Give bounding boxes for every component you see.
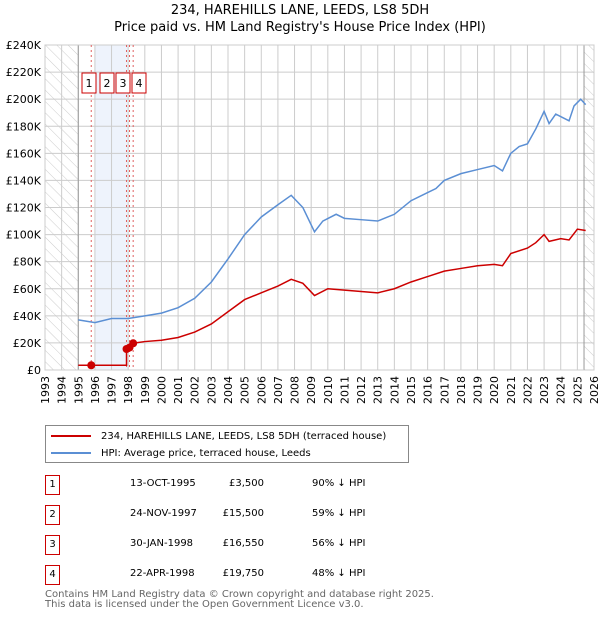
legend-label: HPI: Average price, terraced house, Leed… — [101, 447, 311, 459]
x-tick-label: 2010 — [322, 376, 335, 404]
legend-swatch-blue — [51, 452, 91, 454]
plot-frame — [44, 44, 595, 371]
sale-date: 13-OCT-1995 — [130, 478, 196, 489]
x-tick-label: 2005 — [239, 376, 252, 404]
x-tick-label: 2020 — [488, 376, 501, 404]
sale-point — [129, 339, 138, 348]
x-tick-label: 2000 — [155, 376, 168, 404]
sale-hpi-diff: 90% ↓ HPI — [312, 478, 366, 489]
sale-price: £3,500 — [229, 478, 264, 489]
x-tick-label: 2008 — [289, 376, 302, 404]
x-tick-label: 2016 — [422, 376, 435, 404]
sale-row: 2 24-NOV-1997 £15,500 59% ↓ HPI — [45, 505, 445, 525]
sale-label: 4 — [136, 77, 143, 90]
x-tick-label: 1997 — [106, 376, 119, 404]
sale-number-badge: 1 — [45, 475, 60, 495]
x-tick-label: 2021 — [505, 376, 518, 404]
chart-subtitle: Price paid vs. HM Land Registry's House … — [114, 20, 486, 35]
footer-line: This data is licensed under the Open Gov… — [45, 599, 364, 610]
price-chart: 1 2 3 4 1993 1994 1995 1996 1997 1998 1999 2000 2001… — [6, 39, 600, 404]
footer: Contains HM Land Registry data © Crown c… — [45, 590, 434, 610]
x-tick-label: 2009 — [305, 376, 318, 404]
x-tick-label: 2007 — [272, 376, 285, 404]
y-tick-label: £20K — [13, 337, 42, 350]
legend-item-property: 234, HAREHILLS LANE, LEEDS, LS8 5DH (ter… — [51, 428, 386, 444]
y-tick-label: £60K — [13, 283, 42, 296]
sale-hpi-diff: 56% ↓ HPI — [312, 538, 366, 549]
y-tick-label: £0 — [27, 364, 41, 377]
sale-number-badge: 2 — [45, 505, 60, 525]
legend-label: 234, HAREHILLS LANE, LEEDS, LS8 5DH (ter… — [101, 430, 387, 442]
sale-point — [87, 361, 96, 370]
sale-date: 22-APR-1998 — [130, 568, 195, 579]
legend-swatch-red — [51, 435, 91, 437]
y-tick-label: £120K — [6, 202, 42, 215]
x-tick-label: 2018 — [455, 376, 468, 404]
x-tick-label: 2017 — [438, 376, 451, 404]
y-tick-label: £80K — [13, 256, 42, 269]
legend-item-hpi: HPI: Average price, terraced house, Leed… — [51, 445, 311, 461]
x-tick-label: 2014 — [388, 376, 401, 404]
x-tick-label: 1998 — [122, 376, 135, 404]
sale-hpi-diff: 59% ↓ HPI — [312, 508, 366, 519]
x-tick-label: 2019 — [472, 376, 485, 404]
x-tick-label: 1994 — [56, 376, 69, 404]
sale-price: £19,750 — [222, 568, 264, 579]
sale-label-box — [115, 72, 131, 94]
x-tick-label: 1999 — [139, 376, 152, 404]
x-tick-label: 2022 — [521, 376, 534, 404]
sale-label: 2 — [104, 77, 111, 90]
x-tick-label: 2006 — [255, 376, 268, 404]
x-tick-label: 2023 — [538, 376, 551, 404]
y-tick-label: £100K — [6, 229, 42, 242]
chart-title: 234, HAREHILLS LANE, LEEDS, LS8 5DH — [170, 3, 430, 18]
sale-row: 3 30-JAN-1998 £16,550 56% ↓ HPI — [45, 535, 445, 555]
x-tick-label: 2015 — [405, 376, 418, 404]
y-tick-label: £180K — [6, 120, 42, 133]
x-tick-label: 2003 — [205, 376, 218, 404]
sale-label-box — [131, 72, 147, 94]
x-tick-label: 2001 — [172, 376, 185, 404]
sale-price: £16,550 — [222, 538, 264, 549]
x-tick-label: 2025 — [571, 376, 584, 404]
sale-label: 1 — [86, 77, 93, 90]
sale-row: 4 22-APR-1998 £19,750 48% ↓ HPI — [45, 565, 445, 585]
x-tick-label: 2011 — [338, 376, 351, 404]
sale-label: 3 — [120, 77, 127, 90]
y-tick-label: £160K — [6, 147, 42, 160]
y-tick-label: £220K — [6, 66, 42, 79]
sale-number-badge: 3 — [45, 535, 60, 555]
hpi-line — [78, 98, 587, 324]
sale-hpi-diff: 48% ↓ HPI — [312, 568, 366, 579]
sale-date: 24-NOV-1997 — [130, 508, 197, 519]
x-tick-label: 1993 — [39, 376, 52, 404]
footer-line: Contains HM Land Registry data © Crown c… — [45, 589, 434, 600]
x-tick-label: 1996 — [89, 376, 102, 404]
x-tick-label: 2013 — [372, 376, 385, 404]
sale-date: 30-JAN-1998 — [130, 538, 194, 549]
y-tick-label: £40K — [13, 310, 42, 323]
x-tick-label: 2024 — [555, 376, 568, 404]
x-tick-label: 2012 — [355, 376, 368, 404]
legend: 234, HAREHILLS LANE, LEEDS, LS8 5DH (ter… — [45, 425, 409, 463]
x-tick-label: 2004 — [222, 376, 235, 404]
y-tick-label: £240K — [6, 39, 42, 52]
property-price-line — [78, 228, 586, 367]
sale-label-box — [99, 72, 115, 94]
y-tick-label: £200K — [6, 93, 42, 106]
sale-number-badge: 4 — [45, 565, 60, 585]
y-tick-label: £140K — [6, 174, 42, 187]
x-tick-label: 2002 — [189, 376, 202, 404]
sale-row: 1 13-OCT-1995 £3,500 90% ↓ HPI — [45, 475, 445, 495]
sale-label-box — [81, 72, 97, 94]
x-tick-label: 2026 — [588, 376, 600, 404]
x-tick-label: 1995 — [72, 376, 85, 404]
sale-price: £15,500 — [222, 508, 264, 519]
